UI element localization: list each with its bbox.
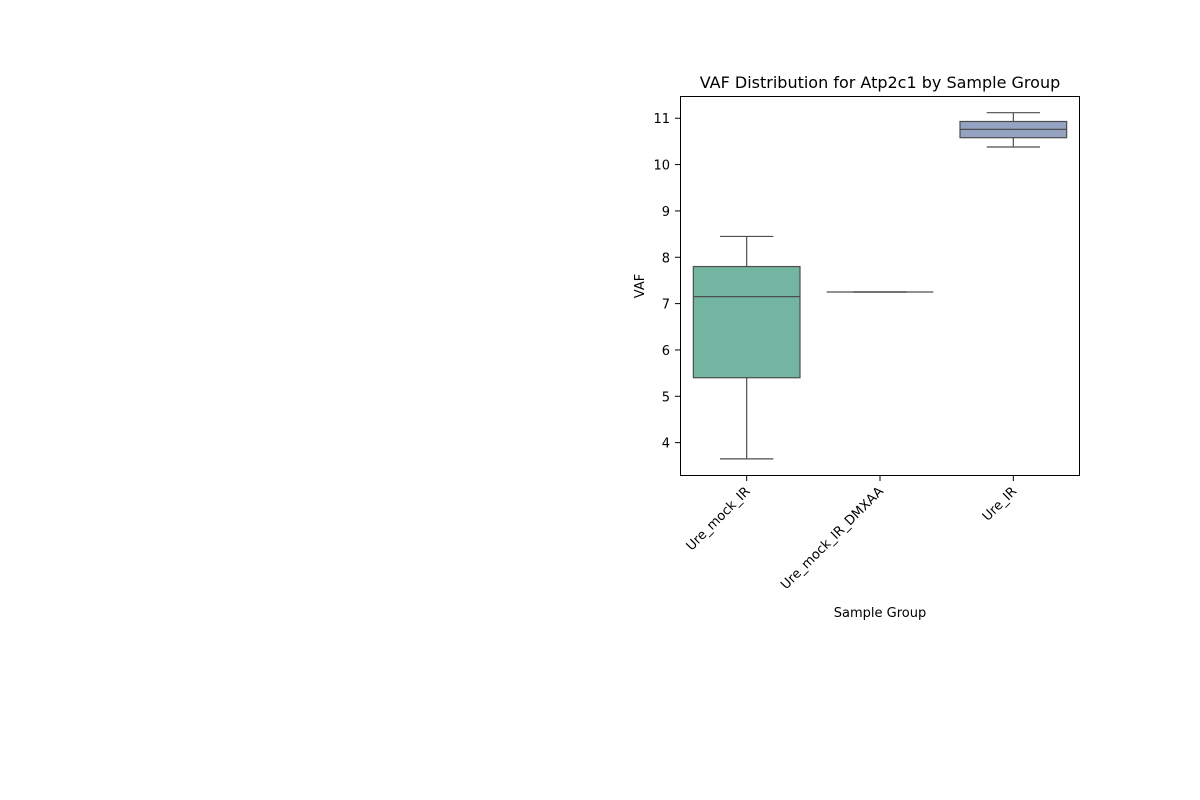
- plot-area: [692, 112, 1068, 460]
- x-tick-label: Ure_IR: [980, 484, 1020, 524]
- x-tick-label: Ure_mock_IR: [684, 484, 754, 554]
- y-tick-label: 11: [653, 112, 670, 127]
- y-tick-label: 4: [662, 437, 670, 452]
- y-axis-title: VAF: [633, 274, 648, 298]
- y-tick-label: 6: [662, 344, 670, 359]
- x-axis-title: Sample Group: [834, 606, 926, 621]
- box-body: [692, 265, 801, 379]
- y-tick-label: 5: [662, 390, 670, 405]
- x-tick-label: Ure_mock_IR_DMXAA: [778, 484, 887, 593]
- plot-frame: [680, 96, 1080, 476]
- y-tick-label: 10: [653, 159, 670, 174]
- y-tick-label: 9: [662, 205, 670, 220]
- box-Ure_IR: [959, 112, 1068, 148]
- y-tick-label: 8: [662, 251, 670, 266]
- y-tick-label: 7: [662, 298, 670, 313]
- chart-title: VAF Distribution for Atp2c1 by Sample Gr…: [700, 73, 1061, 92]
- box-Ure_mock_IR: [692, 235, 801, 460]
